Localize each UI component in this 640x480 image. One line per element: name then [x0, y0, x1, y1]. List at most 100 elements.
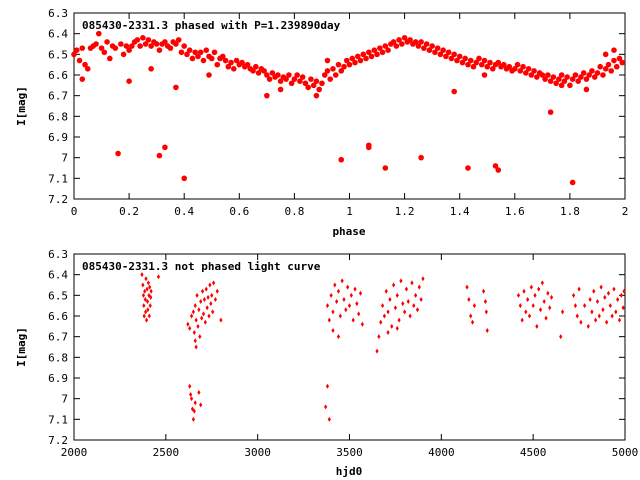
unphased-data-point — [391, 282, 396, 288]
phased-data-point — [586, 72, 592, 78]
unphased-data-point — [200, 315, 204, 321]
unphased-data-point — [412, 303, 416, 309]
phased-data-point — [476, 55, 482, 62]
unphased-data-point — [327, 317, 331, 323]
phased-data-point — [181, 175, 187, 182]
unphased-data-point — [193, 400, 197, 406]
unphased-data-point — [484, 309, 488, 315]
unphased-data-point — [206, 294, 210, 300]
unphased-data-point — [325, 383, 330, 389]
phased-data-point — [528, 72, 535, 78]
phased-data-point — [302, 80, 309, 87]
unphased-data-point — [483, 299, 488, 305]
unphased-data-point — [544, 315, 548, 321]
phased-data-point — [443, 53, 449, 60]
unphased-data-point — [518, 303, 522, 309]
phased-data-point — [478, 61, 485, 68]
unphased-data-point — [342, 296, 346, 302]
phased-x-tick-label: 1.8 — [560, 205, 580, 218]
phased-data-point — [98, 45, 105, 51]
phased-data-point — [286, 72, 292, 78]
phased-data-point — [112, 45, 119, 51]
phased-x-tick-label: 0 — [71, 205, 78, 218]
phased-data-point — [456, 53, 463, 60]
phased-data-point — [291, 76, 298, 82]
phased-x-tick-label: 0.8 — [284, 205, 304, 218]
phased-data-point — [93, 41, 99, 47]
phased-data-point — [233, 57, 240, 64]
phased-data-point — [385, 47, 391, 53]
phased-data-point — [200, 57, 207, 64]
phased-data-point — [558, 72, 565, 78]
phased-data-point — [316, 86, 322, 93]
unphased-data-point — [325, 303, 330, 309]
phased-data-point — [539, 72, 546, 78]
phased-data-point — [294, 72, 300, 78]
phased-data-point — [412, 39, 419, 45]
phased-data-point — [275, 72, 281, 78]
unphased-data-point — [375, 348, 379, 354]
unphased-data-point — [145, 286, 149, 292]
unphased-data-point — [215, 288, 219, 294]
phased-data-point — [553, 80, 559, 87]
unphased-data-point — [546, 290, 550, 296]
phased-data-point — [531, 68, 537, 74]
phased-data-point — [357, 57, 364, 64]
unphased-data-point — [522, 288, 526, 294]
phased-data-point — [583, 76, 590, 82]
unphased-data-point — [192, 330, 196, 336]
phased-data-point — [465, 165, 471, 171]
phased-data-point — [156, 152, 163, 159]
unphased-y-tick-label: 6.8 — [48, 351, 68, 364]
phased-data-point — [277, 78, 284, 84]
phased-data-point — [550, 74, 557, 80]
unphased-data-point — [145, 299, 150, 305]
unphased-data-point — [595, 299, 600, 305]
phased-data-point — [313, 92, 320, 99]
phased-data-point — [349, 55, 356, 62]
unphased-data-point — [549, 294, 554, 300]
phased-data-point — [115, 150, 121, 157]
phased-data-point — [148, 66, 154, 72]
phased-data-point — [534, 74, 540, 80]
unphased-data-point — [586, 323, 590, 329]
unphased-data-point — [599, 284, 603, 290]
unphased-data-point — [559, 334, 563, 340]
unphased-data-point — [338, 313, 342, 319]
unphased-data-point — [393, 305, 398, 311]
phased-data-point — [203, 47, 210, 53]
unphased-data-point — [219, 317, 223, 323]
phased-data-point — [126, 47, 132, 53]
phased-data-point — [137, 43, 143, 49]
phased-data-point — [608, 68, 615, 74]
phased-data-point — [79, 45, 86, 51]
unphased-data-point — [189, 396, 194, 402]
unphased-data-point — [414, 292, 418, 298]
phased-data-point — [327, 76, 334, 82]
unphased-data-point — [538, 307, 543, 313]
phased-data-point — [542, 76, 548, 82]
unphased-data-point — [211, 309, 215, 315]
phased-y-tick-label: 7.1 — [48, 172, 68, 185]
unphased-data-point — [377, 334, 381, 340]
phased-data-point — [465, 61, 471, 68]
phased-data-point — [600, 72, 606, 78]
phased-data-point — [556, 76, 562, 82]
unphased-data-point — [415, 307, 420, 313]
phased-data-point — [374, 51, 380, 58]
unphased-data-point — [213, 296, 218, 302]
phased-data-point — [547, 78, 554, 84]
unphased-data-point — [579, 319, 583, 325]
phased-data-point — [219, 53, 226, 60]
unphased-data-point — [481, 288, 486, 294]
phased-data-point — [580, 70, 587, 76]
unphased-data-point — [622, 288, 626, 294]
phased-y-axis-label: I[mag] — [15, 86, 28, 126]
phased-data-point — [225, 63, 232, 70]
unphased-data-point — [329, 292, 333, 298]
unphased-data-point — [380, 303, 385, 309]
phased-data-point — [454, 57, 460, 64]
phased-data-point — [324, 68, 331, 74]
unphased-data-point — [189, 313, 194, 319]
phased-data-point — [84, 66, 91, 72]
